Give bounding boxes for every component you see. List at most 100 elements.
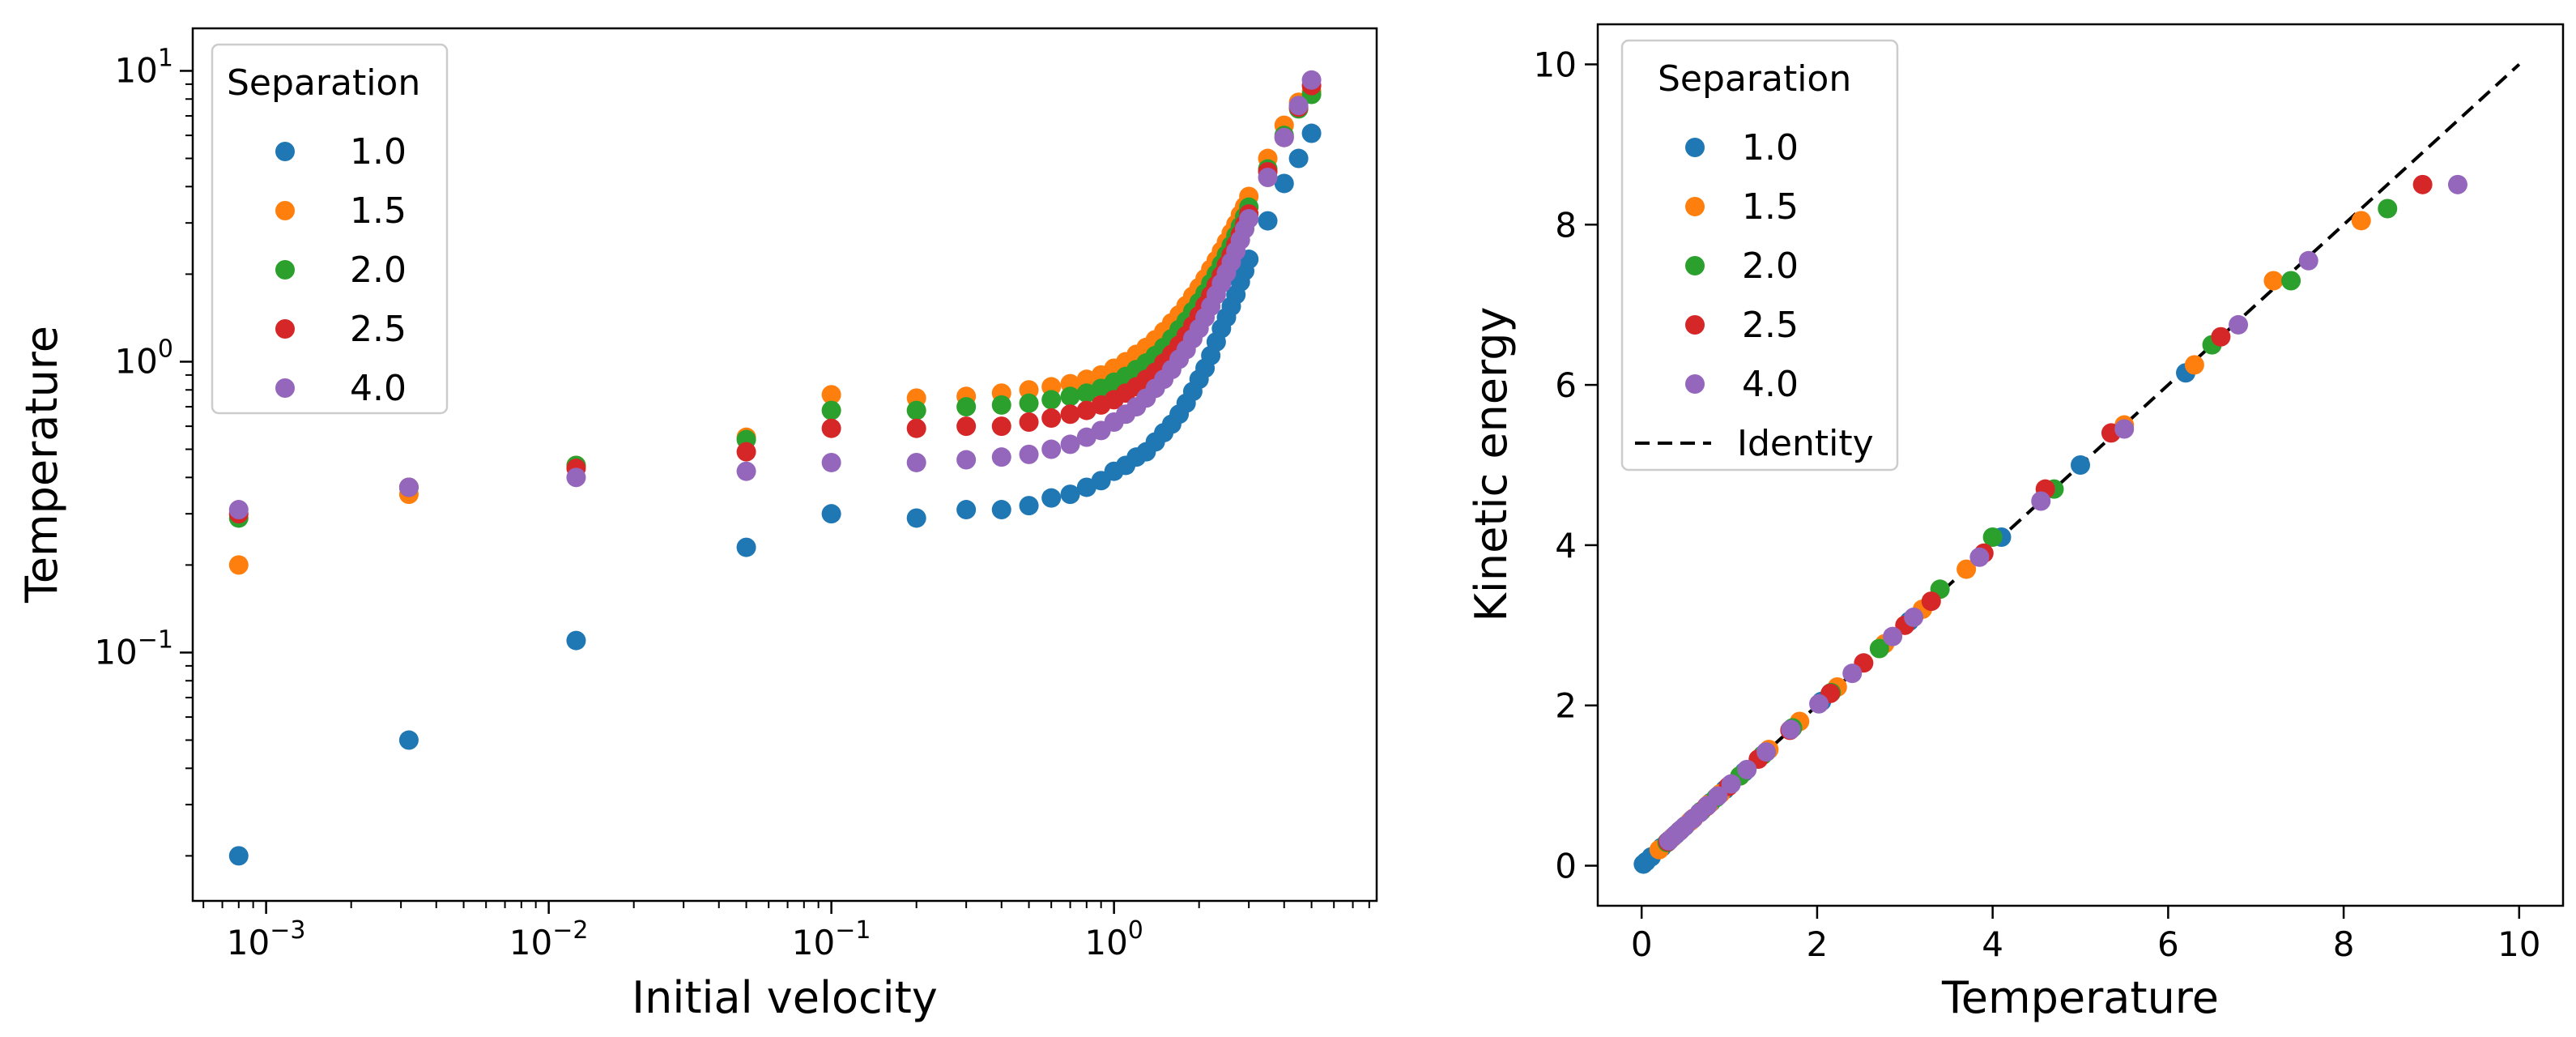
left-point-sep-2.0 bbox=[821, 400, 841, 420]
left-x-tick-base: 10 bbox=[227, 923, 270, 962]
left-point-sep-4.0 bbox=[906, 452, 926, 472]
left-legend-marker-2.5 bbox=[275, 319, 295, 339]
right-point-sep-1.5 bbox=[2263, 271, 2284, 291]
left-point-sep-2.0 bbox=[1060, 386, 1080, 407]
left-legend-marker-4.0 bbox=[275, 378, 295, 398]
left-legend-marker-1.0 bbox=[275, 142, 295, 161]
right-point-sep-2.5 bbox=[2412, 174, 2433, 194]
left-point-sep-2.5 bbox=[956, 416, 977, 437]
right-point-sep-2.0 bbox=[2281, 271, 2301, 291]
left-point-sep-1.0 bbox=[228, 846, 249, 866]
right-legend-label-identity: Identity bbox=[1737, 423, 1874, 464]
left-point-sep-4.0 bbox=[1274, 127, 1294, 147]
right-point-sep-2.0 bbox=[1982, 527, 2003, 548]
right-point-sep-4.0 bbox=[1708, 786, 1728, 806]
left-y-tick-exponent: 0 bbox=[158, 335, 173, 363]
right-y-tick-label: 10 bbox=[1534, 45, 1577, 84]
left-legend: Separation 1.0 1.5 2.0 2.5 4.0 bbox=[211, 43, 449, 415]
right-axis-ticks: 0 2 4 6 8 10 0 2 4 6 8 10 bbox=[1534, 45, 2541, 964]
left-point-sep-2.0 bbox=[906, 400, 926, 420]
left-point-sep-1.0 bbox=[906, 508, 926, 528]
left-point-sep-2.5 bbox=[1019, 412, 1039, 432]
right-legend: Separation 1.0 1.5 2.0 2.5 4.0 Identity bbox=[1620, 39, 1899, 472]
left-point-sep-1.5 bbox=[228, 555, 249, 575]
left-legend-label-2.0: 2.0 bbox=[350, 250, 407, 291]
left-x-tick-label: 100 bbox=[1084, 916, 1143, 962]
left-legend-label-4.0: 4.0 bbox=[350, 368, 407, 409]
left-point-sep-4.0 bbox=[1239, 209, 1259, 229]
right-point-sep-4.0 bbox=[1809, 693, 1829, 714]
left-legend-label-2.5: 2.5 bbox=[350, 309, 407, 350]
right-legend-marker-2.0 bbox=[1685, 256, 1705, 275]
right-y-tick-label: 6 bbox=[1555, 365, 1577, 405]
right-point-sep-2.5 bbox=[1921, 591, 1941, 612]
right-x-tick-label: 6 bbox=[2157, 924, 2179, 964]
right-point-sep-4.0 bbox=[2298, 250, 2318, 271]
left-legend-marker-2.0 bbox=[275, 260, 295, 280]
right-y-axis-label: Kinetic energy bbox=[1466, 306, 1517, 621]
right-point-sep-4.0 bbox=[1756, 742, 1777, 762]
left-point-sep-2.5 bbox=[991, 416, 1011, 437]
left-x-tick-base: 10 bbox=[1084, 923, 1127, 962]
left-y-tick-exponent: −1 bbox=[138, 625, 173, 654]
left-legend-label-1.5: 1.5 bbox=[350, 190, 407, 232]
left-y-tick-label: 101 bbox=[114, 44, 173, 90]
left-point-sep-1.0 bbox=[1060, 484, 1080, 505]
left-point-sep-2.5 bbox=[906, 418, 926, 438]
left-point-sep-1.0 bbox=[736, 537, 756, 557]
right-point-sep-2.0 bbox=[1869, 638, 1889, 659]
right-point-sep-4.0 bbox=[1969, 547, 1990, 567]
left-point-sep-1.0 bbox=[1258, 211, 1278, 231]
left-y-tick-base: 10 bbox=[114, 50, 157, 90]
left-legend-box bbox=[211, 43, 449, 415]
right-point-sep-4.0 bbox=[2031, 491, 2051, 511]
left-legend-marker-1.5 bbox=[275, 201, 295, 220]
left-point-sep-1.5 bbox=[1019, 380, 1039, 400]
right-legend-label-2.5: 2.5 bbox=[1742, 305, 1799, 346]
left-x-tick-exponent: −2 bbox=[552, 916, 588, 945]
left-x-tick-exponent: −1 bbox=[835, 916, 871, 945]
right-legend-marker-1.0 bbox=[1685, 138, 1705, 157]
left-x-tick-base: 10 bbox=[792, 923, 835, 962]
right-point-sep-1.0 bbox=[2071, 455, 2090, 475]
right-y-tick-label: 0 bbox=[1555, 847, 1577, 886]
left-point-sep-1.0 bbox=[956, 500, 977, 520]
right-legend-label-1.0: 1.0 bbox=[1742, 127, 1799, 169]
right-legend-label-1.5: 1.5 bbox=[1742, 186, 1799, 228]
right-point-sep-4.0 bbox=[2229, 314, 2249, 335]
right-point-sep-1.5 bbox=[2351, 211, 2371, 231]
right-x-tick-label: 2 bbox=[1807, 924, 1829, 964]
left-point-sep-4.0 bbox=[228, 500, 249, 520]
left-point-sep-2.5 bbox=[1060, 404, 1080, 425]
left-x-tick-exponent: −3 bbox=[270, 916, 305, 945]
left-y-tick-base: 10 bbox=[94, 632, 137, 672]
left-x-tick-exponent: 0 bbox=[1128, 916, 1143, 945]
left-point-sep-1.0 bbox=[1288, 148, 1309, 169]
right-point-sep-4.0 bbox=[2447, 174, 2467, 194]
right-legend-marker-4.0 bbox=[1685, 374, 1705, 394]
left-point-sep-1.0 bbox=[991, 500, 1011, 520]
left-y-tick-label: 100 bbox=[114, 335, 173, 381]
left-x-tick-label: 10−1 bbox=[792, 916, 871, 962]
right-y-tick-label: 4 bbox=[1555, 526, 1577, 565]
left-point-sep-4.0 bbox=[398, 477, 419, 497]
left-y-tick-exponent: 1 bbox=[158, 44, 173, 72]
right-point-sep-2.5 bbox=[2211, 326, 2231, 347]
left-x-tick-label: 10−2 bbox=[509, 916, 589, 962]
left-point-sep-1.0 bbox=[1076, 477, 1096, 497]
left-y-tick-base: 10 bbox=[114, 341, 157, 381]
right-point-sep-4.0 bbox=[1737, 759, 1757, 779]
left-point-sep-1.0 bbox=[1041, 488, 1062, 508]
right-point-sep-4.0 bbox=[1842, 664, 1863, 684]
left-point-sep-4.0 bbox=[1041, 439, 1062, 459]
right-x-tick-label: 0 bbox=[1631, 924, 1653, 964]
right-point-sep-4.0 bbox=[2114, 419, 2135, 439]
right-legend-marker-2.5 bbox=[1685, 315, 1705, 335]
left-point-sep-4.0 bbox=[566, 467, 586, 488]
right-point-sep-4.0 bbox=[1883, 626, 1903, 647]
left-scatter-points bbox=[228, 70, 1322, 866]
left-point-sep-1.0 bbox=[821, 504, 841, 524]
left-x-tick-base: 10 bbox=[509, 923, 552, 962]
